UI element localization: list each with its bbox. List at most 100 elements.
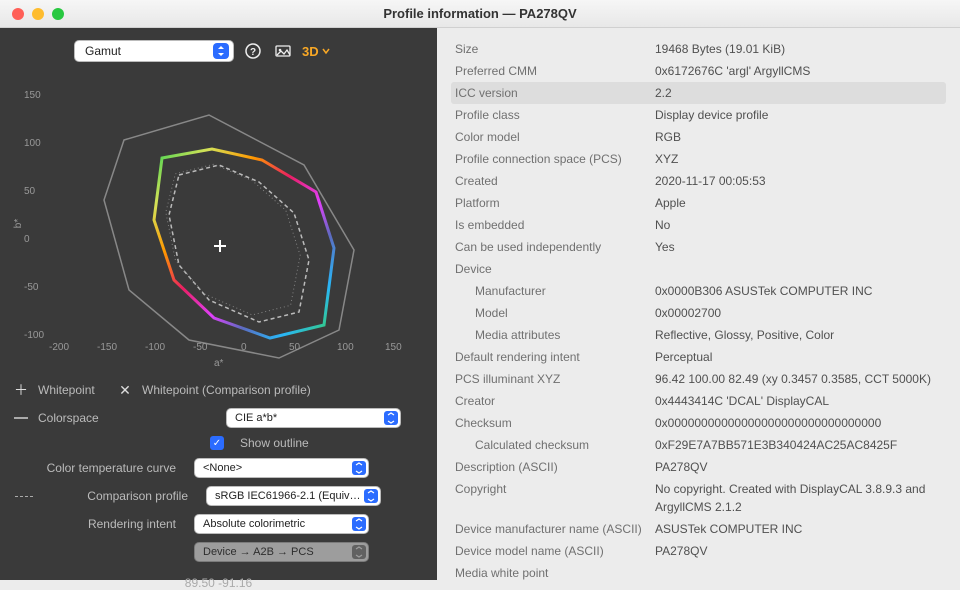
- ri-select-value: Absolute colorimetric: [203, 518, 305, 530]
- info-value: 0x00002700: [655, 304, 721, 322]
- info-value: Apple: [655, 194, 686, 212]
- titlebar: Profile information — PA278QV: [0, 0, 960, 28]
- info-row[interactable]: CopyrightNo copyright. Created with Disp…: [451, 478, 946, 518]
- info-value: 0x00000000000000000000000000000000: [655, 414, 881, 432]
- coord-readout: 89.50 -91.16: [14, 576, 423, 590]
- info-value: Yes: [655, 238, 675, 256]
- info-row[interactable]: Device model name (ASCII)PA278QV: [451, 540, 946, 562]
- y-axis-label: b*: [13, 219, 24, 228]
- info-key: Is embedded: [455, 216, 655, 234]
- info-row[interactable]: Device manufacturer name (ASCII)ASUSTek …: [451, 518, 946, 540]
- info-row[interactable]: Checksum0x000000000000000000000000000000…: [451, 412, 946, 434]
- info-key: Media attributes: [455, 326, 655, 344]
- info-key: Size: [455, 40, 655, 58]
- flow-select-value: Device → A2B → PCS: [203, 546, 314, 558]
- info-key: Copyright: [455, 480, 655, 516]
- ctc-select[interactable]: <None>: [194, 458, 369, 478]
- info-value: 19468 Bytes (19.01 KiB): [655, 40, 785, 58]
- info-value: ASUSTek COMPUTER INC: [655, 520, 802, 538]
- colorspace-select[interactable]: CIE a*b*: [226, 408, 401, 428]
- info-key: Platform: [455, 194, 655, 212]
- info-row[interactable]: Created2020-11-17 00:05:53: [451, 170, 946, 192]
- info-row[interactable]: Calculated checksum0xF29E7A7BB571E3B3404…: [451, 434, 946, 456]
- ri-label: Rendering intent: [14, 517, 184, 531]
- info-row[interactable]: PCS illuminant XYZ96.42 100.00 82.49 (xy…: [451, 368, 946, 390]
- info-row[interactable]: Can be used independentlyYes: [451, 236, 946, 258]
- gamut-chart[interactable]: -100-50050100150 -200-150-100-5005010015…: [14, 70, 422, 370]
- info-key: Checksum: [455, 414, 655, 432]
- three-d-label: 3D: [302, 44, 319, 59]
- colorspace-select-value: CIE a*b*: [235, 412, 277, 424]
- info-key: Preferred CMM: [455, 62, 655, 80]
- info-row[interactable]: Is embeddedNo: [451, 214, 946, 236]
- info-row[interactable]: Creator0x4443414C 'DCAL' DisplayCAL: [451, 390, 946, 412]
- show-outline-checkbox[interactable]: ✓: [210, 436, 224, 450]
- info-row[interactable]: Default rendering intentPerceptual: [451, 346, 946, 368]
- flow-select: Device → A2B → PCS: [194, 542, 369, 562]
- x-axis-label: a*: [214, 358, 223, 369]
- info-key: Media white point: [455, 564, 655, 580]
- info-value: 2020-11-17 00:05:53: [655, 172, 766, 190]
- cmp-select-value: sRGB IEC61966-2.1 (Equiv…: [215, 490, 361, 502]
- info-key: Manufacturer: [455, 282, 655, 300]
- info-row[interactable]: Color modelRGB: [451, 126, 946, 148]
- cmp-select[interactable]: sRGB IEC61966-2.1 (Equiv…: [206, 486, 381, 506]
- info-value: Display device profile: [655, 106, 768, 124]
- info-value: 0x0000B306 ASUSTek COMPUTER INC: [655, 282, 872, 300]
- ctc-label: Color temperature curve: [14, 461, 184, 475]
- info-value: No: [655, 216, 670, 234]
- info-row[interactable]: Media attributesReflective, Glossy, Posi…: [451, 324, 946, 346]
- image-icon[interactable]: [272, 40, 294, 62]
- whitepoint-cmp-label: Whitepoint (Comparison profile): [142, 383, 311, 397]
- plus-icon: ＋: [14, 380, 28, 400]
- info-value: 96.42 100.00 82.49 (xy 0.3457 0.3585, CC…: [655, 370, 931, 388]
- info-row[interactable]: PlatformApple: [451, 192, 946, 214]
- ri-select[interactable]: Absolute colorimetric: [194, 514, 369, 534]
- info-key: Profile connection space (PCS): [455, 150, 655, 168]
- info-value: Perceptual: [655, 348, 712, 366]
- info-row[interactable]: Description (ASCII)PA278QV: [451, 456, 946, 478]
- info-row[interactable]: Profile classDisplay device profile: [451, 104, 946, 126]
- info-key: Device manufacturer name (ASCII): [455, 520, 655, 538]
- show-outline-label: Show outline: [240, 436, 309, 450]
- three-d-button[interactable]: 3D: [302, 44, 331, 59]
- info-key: Color model: [455, 128, 655, 146]
- info-value: RGB: [655, 128, 681, 146]
- info-value: PA278QV: [655, 458, 707, 476]
- info-key: Default rendering intent: [455, 348, 655, 366]
- info-key: Can be used independently: [455, 238, 655, 256]
- info-row[interactable]: Device: [451, 258, 946, 280]
- info-row[interactable]: Model0x00002700: [451, 302, 946, 324]
- info-key: Created: [455, 172, 655, 190]
- chevron-updown-icon: [213, 43, 229, 59]
- info-row[interactable]: Media white point: [451, 562, 946, 580]
- info-row[interactable]: ICC version2.2: [451, 82, 946, 104]
- svg-text:?: ?: [250, 47, 256, 58]
- info-row[interactable]: Profile connection space (PCS)XYZ: [451, 148, 946, 170]
- info-value: 0xF29E7A7BB571E3B340424AC25AC8425F: [655, 436, 897, 454]
- cmp-label: Comparison profile: [44, 489, 196, 503]
- help-icon[interactable]: ?: [242, 40, 264, 62]
- whitepoint-label: Whitepoint: [38, 383, 108, 397]
- view-select-value: Gamut: [85, 44, 121, 58]
- info-key: Calculated checksum: [455, 436, 655, 454]
- info-row[interactable]: Preferred CMM0x6172676C 'argl' ArgyllCMS: [451, 60, 946, 82]
- ctc-select-value: <None>: [203, 462, 242, 474]
- info-value: 0x4443414C 'DCAL' DisplayCAL: [655, 392, 829, 410]
- info-panel[interactable]: Size19468 Bytes (19.01 KiB)Preferred CMM…: [437, 28, 960, 580]
- left-panel: Gamut ? 3D -100-50050100150 -200-150-100…: [0, 28, 437, 580]
- minimize-button[interactable]: [32, 8, 44, 20]
- close-button[interactable]: [12, 8, 24, 20]
- info-key: ICC version: [455, 84, 655, 102]
- info-key: Profile class: [455, 106, 655, 124]
- view-select[interactable]: Gamut: [74, 40, 234, 62]
- info-row[interactable]: Manufacturer0x0000B306 ASUSTek COMPUTER …: [451, 280, 946, 302]
- info-key: PCS illuminant XYZ: [455, 370, 655, 388]
- info-value: 0x6172676C 'argl' ArgyllCMS: [655, 62, 810, 80]
- info-key: Model: [455, 304, 655, 322]
- colorspace-label: Colorspace: [38, 411, 108, 425]
- maximize-button[interactable]: [52, 8, 64, 20]
- info-value: Reflective, Glossy, Positive, Color: [655, 326, 834, 344]
- info-row[interactable]: Size19468 Bytes (19.01 KiB): [451, 38, 946, 60]
- info-value: No copyright. Created with DisplayCAL 3.…: [655, 480, 942, 516]
